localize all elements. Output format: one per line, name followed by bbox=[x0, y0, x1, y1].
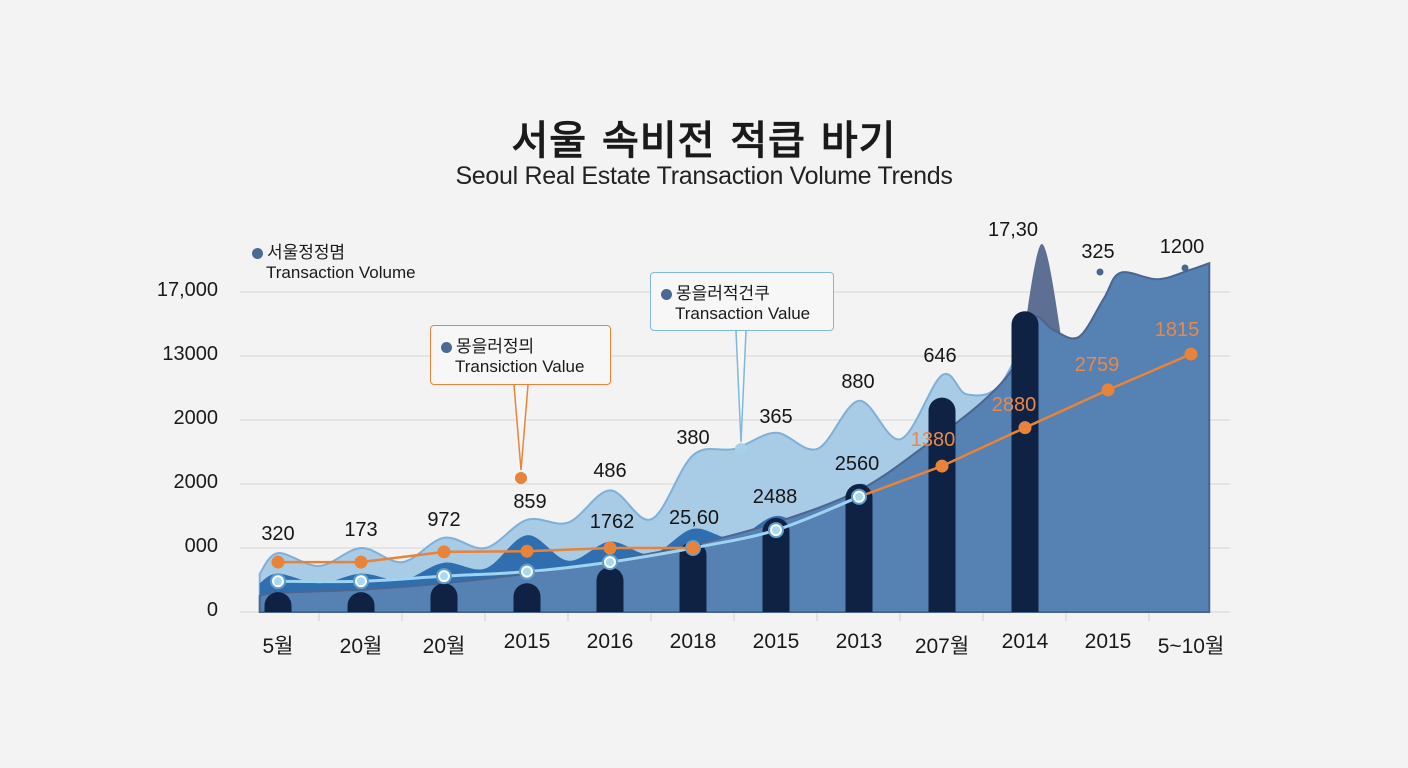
x-tick-label: 2015 bbox=[1084, 630, 1132, 653]
callout-orange-korean: 몽을러정믜 bbox=[456, 337, 535, 356]
data-label: 380 bbox=[676, 427, 710, 449]
x-tick-label: 5~10월 bbox=[1157, 635, 1225, 658]
y-tick-label: 17,000 bbox=[156, 279, 218, 301]
orange-marker bbox=[354, 555, 368, 569]
callout-dot-icon bbox=[661, 289, 672, 301]
callout-blue-english: Transaction Value bbox=[675, 304, 811, 323]
light-line bbox=[277, 495, 860, 584]
callout-dot bbox=[735, 443, 747, 455]
callout-pointer bbox=[513, 384, 529, 471]
orange-marker bbox=[686, 541, 700, 555]
x-tick-label: 2014 bbox=[1001, 630, 1049, 653]
legend-dot-icon bbox=[252, 248, 263, 260]
data-label: 880 bbox=[841, 371, 875, 393]
data-label-inner: 2560 bbox=[834, 453, 880, 475]
x-tick-label: 20월 bbox=[339, 635, 383, 658]
legend: 서울정정몀 Transaction Volume bbox=[252, 238, 416, 283]
bar bbox=[596, 567, 624, 612]
data-label-orange: 1380 bbox=[910, 429, 956, 451]
bar bbox=[762, 517, 790, 612]
callout-orange: 몽을러정믜 Transiction Value bbox=[430, 325, 611, 385]
legend-korean: 서울정정몀 bbox=[267, 243, 346, 262]
orange-marker bbox=[1018, 421, 1032, 435]
light-line-marker-center bbox=[357, 577, 365, 586]
y-tick-label: 0 bbox=[206, 599, 218, 621]
data-label: 365 bbox=[759, 406, 793, 428]
orange-marker bbox=[437, 545, 451, 559]
data-label: 173 bbox=[344, 519, 378, 541]
light-line-marker-center bbox=[606, 558, 614, 567]
y-tick-label: 000 bbox=[184, 535, 218, 557]
bar bbox=[430, 583, 458, 612]
orange-marker bbox=[1184, 347, 1198, 361]
callout-blue: 몽을러적건쿠 Transaction Value bbox=[650, 272, 834, 331]
callout-pointer bbox=[735, 330, 747, 443]
light-line-marker-center bbox=[772, 526, 780, 535]
area-peak-dot bbox=[1096, 268, 1104, 276]
y-tick-label: 2000 bbox=[173, 407, 219, 429]
light-line-marker-center bbox=[855, 492, 863, 501]
data-label-orange: 2880 bbox=[991, 394, 1037, 416]
bar bbox=[347, 592, 375, 612]
data-label-orange: 1815 bbox=[1154, 319, 1200, 341]
data-label: 325 bbox=[1081, 241, 1115, 263]
orange-marker bbox=[935, 459, 949, 473]
legend-english: Transaction Volume bbox=[266, 263, 416, 282]
callout-dot bbox=[515, 472, 527, 484]
x-tick-label: 207월 bbox=[914, 635, 970, 658]
x-tick-label: 5월 bbox=[262, 635, 294, 658]
orange-marker bbox=[1101, 383, 1115, 397]
data-label: 859 bbox=[513, 491, 547, 513]
x-tick-label: 2013 bbox=[835, 630, 883, 653]
x-tick-label: 2015 bbox=[503, 630, 551, 653]
data-label: 646 bbox=[923, 345, 957, 367]
orange-line bbox=[278, 546, 693, 564]
orange-marker bbox=[603, 541, 617, 555]
data-label: 320 bbox=[261, 523, 295, 545]
callout-orange-english: Transiction Value bbox=[455, 357, 585, 376]
bar bbox=[845, 484, 873, 612]
bar bbox=[1011, 311, 1039, 612]
callout-blue-korean: 몽을러적건쿠 bbox=[676, 284, 770, 303]
data-label: 1200 bbox=[1159, 236, 1205, 258]
data-label-inner: 25,60 bbox=[668, 507, 720, 529]
bar bbox=[264, 592, 292, 612]
light-line-marker-center bbox=[274, 577, 282, 586]
y-tick-label: 2000 bbox=[173, 471, 219, 493]
x-tick-label: 2016 bbox=[586, 630, 634, 653]
x-tick-label: 20월 bbox=[422, 635, 466, 658]
callout-dot-icon bbox=[441, 342, 452, 354]
area-peak-dot bbox=[1181, 264, 1189, 272]
data-label-inner: 2488 bbox=[752, 486, 798, 508]
data-label-inner: 1762 bbox=[589, 511, 635, 533]
bar bbox=[513, 583, 541, 612]
chart-title: 서울 속비전 적큽 바기 bbox=[511, 118, 897, 164]
light-line-marker-center bbox=[440, 572, 448, 581]
bar bbox=[928, 397, 956, 612]
data-label: 17,30 bbox=[987, 219, 1039, 241]
orange-marker bbox=[271, 555, 285, 569]
y-tick-label: 13000 bbox=[162, 343, 218, 365]
chart-subtitle: Seoul Real Estate Transaction Volume Tre… bbox=[455, 162, 953, 190]
x-tick-label: 2018 bbox=[669, 630, 717, 653]
bar bbox=[679, 541, 707, 612]
data-label-orange: 2759 bbox=[1074, 354, 1120, 376]
data-label: 486 bbox=[593, 460, 627, 482]
x-tick-label: 2015 bbox=[752, 630, 800, 653]
orange-marker bbox=[520, 544, 534, 558]
data-label: 972 bbox=[427, 509, 461, 531]
light-line-marker-center bbox=[523, 567, 531, 576]
